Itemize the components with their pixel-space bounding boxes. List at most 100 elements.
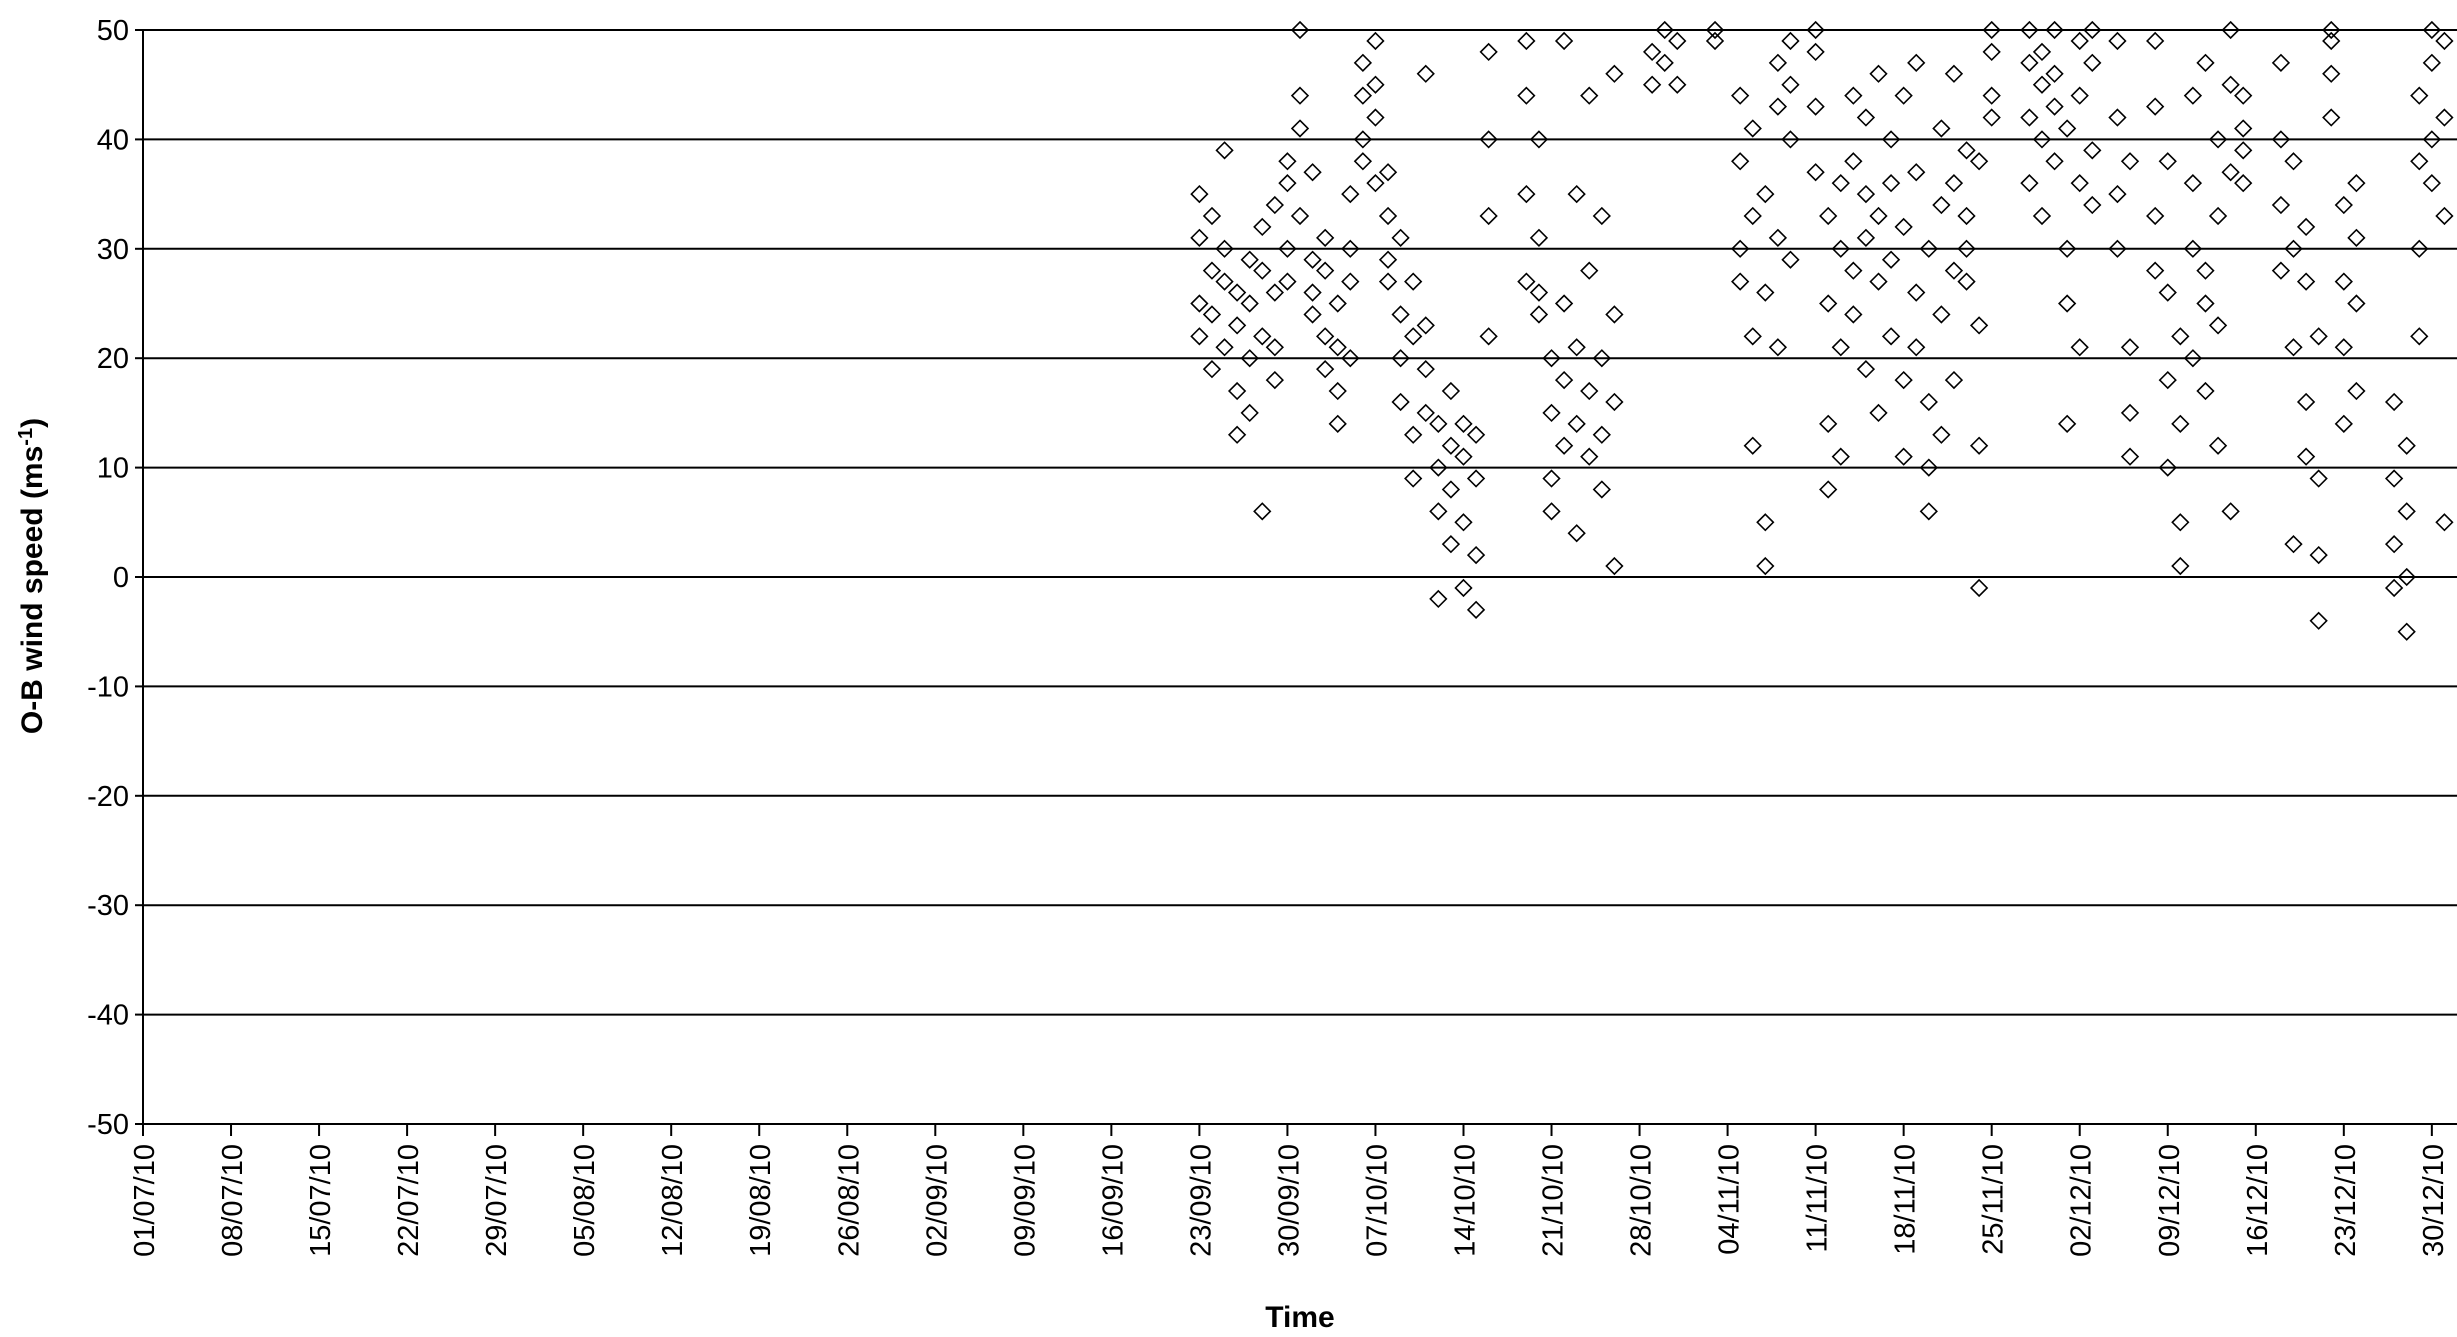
data-point [1253, 327, 1272, 346]
data-point [1227, 381, 1247, 401]
data-point [1831, 174, 1850, 193]
data-point [1781, 75, 1800, 94]
x-tick-label: 02/09/10 [921, 1144, 953, 1257]
data-point [1907, 338, 1926, 357]
data-point [1404, 469, 1423, 488]
data-point [1290, 20, 1310, 40]
data-point [1542, 349, 1561, 368]
data-point [1202, 360, 1222, 379]
x-tick-label: 26/08/10 [833, 1144, 865, 1257]
data-point [1592, 480, 1611, 499]
data-point [1781, 250, 1800, 269]
data-point [1253, 217, 1272, 237]
data-point [1278, 174, 1297, 193]
data-point [2158, 152, 2177, 171]
data-point [1466, 600, 1486, 619]
data-point [1429, 414, 1448, 433]
x-tick-label: 15/07/10 [305, 1144, 337, 1257]
data-point [2120, 338, 2140, 357]
data-point [2120, 152, 2140, 171]
data-point [2271, 130, 2291, 149]
data-point [1844, 86, 1863, 105]
data-point [1454, 447, 1473, 466]
data-point [2083, 53, 2102, 72]
data-point [2146, 31, 2165, 51]
data-point [1743, 436, 1762, 455]
data-point [1466, 425, 1486, 444]
data-point [1580, 86, 1599, 105]
data-point [1227, 283, 1247, 302]
data-point [1529, 228, 1549, 247]
x-tick-label: 29/07/10 [481, 1144, 513, 1257]
data-point [1215, 239, 1234, 258]
data-point [1819, 480, 1838, 499]
data-point [1416, 360, 1435, 379]
data-point [1466, 545, 1486, 565]
data-point [1655, 53, 1674, 72]
data-point [2271, 53, 2291, 72]
data-point [1944, 370, 1964, 390]
data-point [1265, 283, 1284, 302]
x-tick-label: 07/10/10 [1361, 1144, 1393, 1257]
data-point [1215, 141, 1234, 160]
data-point [1227, 425, 1247, 444]
data-point [1328, 338, 1347, 357]
data-point [2221, 163, 2240, 182]
data-point [2070, 86, 2089, 105]
y-axis-title-main: O-B wind speed (ms [16, 446, 49, 734]
x-tick-label: 18/11/10 [1890, 1144, 1922, 1255]
data-point [1366, 174, 1385, 193]
data-point [1819, 294, 1838, 313]
data-point [1366, 31, 1385, 51]
data-point [2322, 20, 2341, 40]
data-point [2397, 502, 2416, 521]
data-point [1303, 250, 1322, 269]
data-point [1969, 436, 1989, 455]
data-point [1567, 414, 1586, 433]
data-point [1969, 152, 1989, 171]
data-point [2397, 436, 2416, 455]
data-point [1894, 370, 1913, 390]
data-point [1756, 556, 1775, 576]
data-point [1190, 184, 1209, 204]
y-axis-title: O-B wind speed (ms-1) [15, 418, 49, 734]
y-tick-label: -30 [87, 890, 129, 922]
data-point [2196, 53, 2215, 72]
data-point [2108, 184, 2127, 204]
data-point [1881, 250, 1901, 269]
data-point [2208, 436, 2228, 455]
data-point [2422, 174, 2441, 193]
data-point [2309, 469, 2328, 488]
y-tick-label: 40 [97, 124, 129, 156]
data-point [2384, 392, 2404, 412]
data-point [1479, 130, 1498, 149]
x-tick-label: 14/10/10 [1449, 1144, 1481, 1257]
data-point [1957, 141, 1976, 160]
data-point [1190, 327, 1209, 346]
data-point [2108, 31, 2127, 51]
y-axis-title-sup: -1 [15, 428, 37, 446]
data-point [1542, 469, 1561, 488]
data-point [2058, 119, 2077, 138]
data-point [1454, 414, 1473, 433]
data-point [2020, 108, 2039, 127]
y-tick-label: -10 [87, 671, 129, 703]
data-point [1542, 403, 1561, 423]
y-tick-labels: 50 40 30 20 10 0 -10 -20 -30 -40 -50 [87, 15, 129, 1141]
data-point [1919, 458, 1938, 477]
x-tick-label: 22/07/10 [393, 1144, 425, 1257]
data-point [1353, 86, 1373, 105]
data-point [1341, 184, 1360, 204]
data-point [2032, 75, 2052, 94]
data-point [2284, 535, 2303, 554]
data-point [1378, 250, 1398, 269]
x-tick-label: 16/12/10 [2242, 1144, 2274, 1257]
data-point [1227, 316, 1247, 335]
data-point [2120, 403, 2140, 423]
data-point [2108, 108, 2127, 127]
data-point [1353, 152, 1373, 171]
data-point [2347, 294, 2366, 313]
data-point [1479, 42, 1498, 62]
data-point [1957, 239, 1976, 258]
